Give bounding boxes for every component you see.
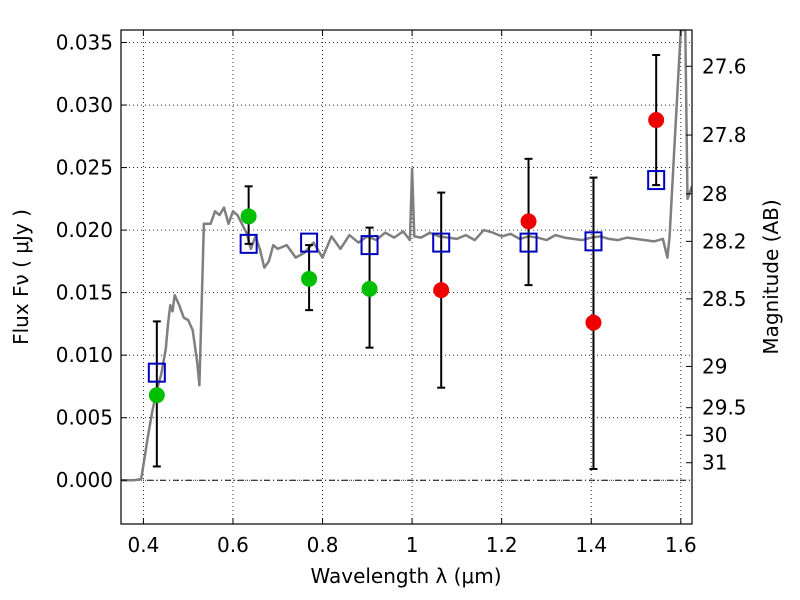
y2-axis-title: Magnitude (AB) [759, 199, 783, 354]
magnitude-tick-label: 31 [702, 451, 727, 475]
model-box [519, 232, 538, 253]
red-point [585, 314, 602, 331]
y-tick-label: 0.000 [56, 468, 113, 492]
magnitude-tick-label: 27.6 [702, 54, 747, 78]
x-tick-label: 0.6 [217, 533, 249, 557]
model-box [360, 235, 379, 256]
plot-frame [120, 29, 693, 525]
x-tick-label: 1.4 [575, 533, 607, 557]
model-box [584, 231, 603, 252]
green-point [148, 387, 165, 404]
y-tick-label: 0.015 [56, 281, 113, 305]
red-data-points [433, 112, 665, 331]
y-tick-label: 0.020 [56, 218, 113, 242]
green-point [301, 270, 318, 287]
magnitude-tick-labels: 27.6 27.8 28 28.2 28.5 29 29.5 30 31 [702, 54, 747, 474]
y-tick-labels: 0.000 0.005 0.010 0.015 0.020 0.025 0.030 0.035 [56, 31, 113, 493]
magnitude-tick-label: 29.5 [702, 396, 747, 420]
x-tick-label: 0.8 [307, 533, 339, 557]
magnitude-tick-label: 30 [702, 423, 727, 447]
red-point [520, 213, 537, 230]
model-photometry-boxes [147, 170, 666, 383]
x-tick-labels: 0.4 0.6 0.8 1 1.2 1.4 1.6 [127, 533, 696, 557]
model-box [147, 362, 166, 383]
x-axis-title: Wavelength λ (μm) [310, 564, 501, 588]
x-tick-label: 1.6 [665, 533, 697, 557]
model-box [647, 170, 666, 191]
red-point [648, 112, 665, 129]
y-tick-label: 0.030 [56, 93, 113, 117]
y-tick-label: 0.035 [56, 31, 113, 55]
plot-background [121, 30, 692, 524]
model-box [239, 233, 258, 254]
magnitude-tick-label: 27.8 [702, 123, 747, 147]
magnitude-tick-label: 29 [702, 354, 727, 378]
sed-model-curve [121, 30, 692, 482]
x-tick-label: 0.4 [127, 533, 159, 557]
model-box [300, 232, 319, 253]
green-point [361, 280, 378, 297]
axis-ticks [121, 30, 692, 524]
y-tick-label: 0.025 [56, 156, 113, 180]
magnitude-tick-label: 28 [702, 182, 727, 206]
y-axis-title: Flux Fν ( μJy ) [9, 209, 33, 345]
magnitude-tick-label: 28.2 [702, 229, 747, 253]
green-data-points [148, 208, 378, 404]
green-point [240, 208, 257, 225]
red-point [433, 282, 450, 299]
y-tick-label: 0.010 [56, 343, 113, 367]
x-tick-label: 1.2 [486, 533, 518, 557]
y-tick-label: 0.005 [56, 406, 113, 430]
model-box [432, 232, 451, 253]
magnitude-tick-label: 28.5 [702, 287, 747, 311]
x-tick-label: 1 [406, 533, 419, 557]
